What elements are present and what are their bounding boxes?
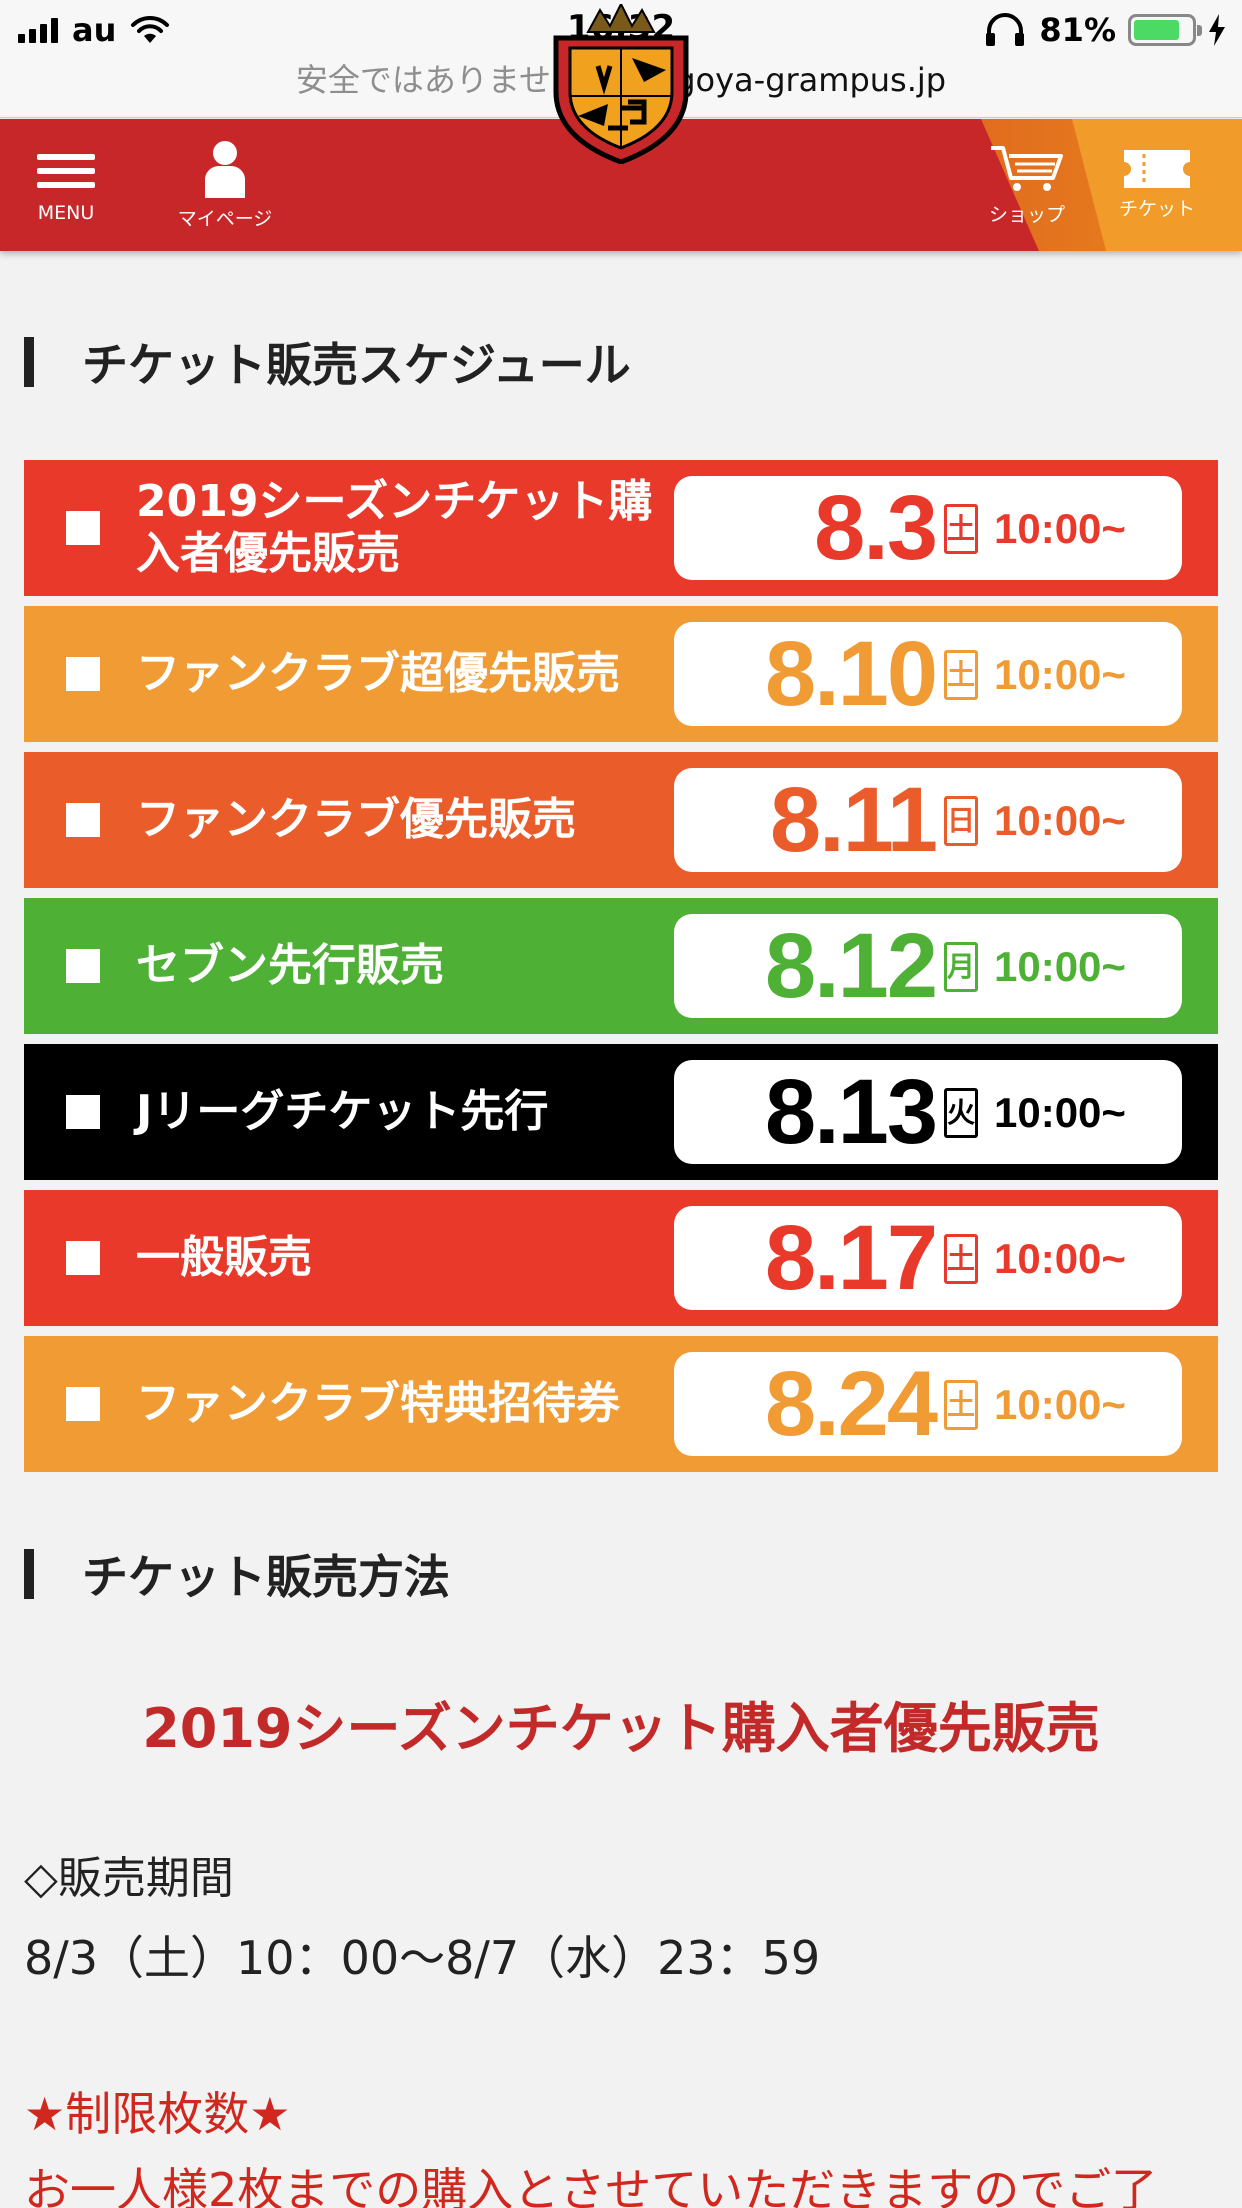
schedule-time: 10:00~ (994, 1235, 1126, 1282)
schedule-date-box: 8.17 土 10:00~ (674, 1206, 1182, 1310)
sales-period-value: 8/3（土）10：00～8/7（水）23：59 (24, 1931, 821, 1985)
ticket-button[interactable]: チケット (1082, 119, 1232, 251)
schedule-date-box: 8.24 土 10:00~ (674, 1352, 1182, 1456)
method-heading-text: チケット販売方法 (82, 1550, 450, 1604)
schedule-label: ファンクラブ優先販売 (136, 794, 576, 845)
charging-bolt-icon (1209, 14, 1225, 46)
method-title: 2019シーズンチケット購入者優先販売 (142, 1697, 1100, 1760)
schedule-row[interactable]: ファンクラブ特典招待券 8.24 土 10:00~ (24, 1336, 1218, 1472)
schedule-day-of-week: 土 (944, 650, 978, 700)
schedule-date-box: 8.13 火 10:00~ (674, 1060, 1182, 1164)
schedule-label: ファンクラブ超優先販売 (136, 648, 620, 699)
bullet-square (66, 657, 100, 691)
shop-label: ショップ (988, 203, 1065, 226)
battery-level (1134, 20, 1180, 40)
schedule-time: 10:00~ (994, 797, 1126, 844)
schedule-row[interactable]: 一般販売 8.17 土 10:00~ (24, 1190, 1218, 1326)
schedule-time: 10:00~ (994, 505, 1126, 552)
schedule-date-box: 8.3 土 10:00~ (674, 476, 1182, 580)
bullet-square (66, 803, 100, 837)
schedule-label: Jリーグチケット先行 (136, 1086, 549, 1137)
bullet-square (66, 1095, 100, 1129)
schedule-date: 8.13 (764, 1061, 938, 1163)
schedule-date: 8.3 (814, 477, 938, 579)
schedule-row[interactable]: セブン先行販売 8.12 月 10:00~ (24, 898, 1218, 1034)
schedule-row[interactable]: 2019シーズンチケット購入者優先販売 8.3 土 10:00~ (24, 460, 1218, 596)
schedule-row[interactable]: Jリーグチケット先行 8.13 火 10:00~ (24, 1044, 1218, 1180)
schedule-date: 8.12 (764, 915, 938, 1017)
schedule-date: 8.24 (764, 1353, 938, 1455)
schedule-day-of-week: 土 (944, 1234, 978, 1284)
schedule-day-of-week: 月 (944, 942, 978, 992)
schedule-date-box: 8.12 月 10:00~ (674, 914, 1182, 1018)
schedule-label: 2019シーズンチケット購入者優先販売 (136, 476, 653, 579)
schedule-date: 8.10 (764, 623, 938, 725)
schedule-day-of-week: 日 (944, 796, 978, 846)
schedule-date-box: 8.11 日 10:00~ (674, 768, 1182, 872)
bullet-square (66, 1387, 100, 1421)
menu-label: MENU (37, 202, 95, 224)
heading-bar (24, 337, 34, 387)
wifi-icon (131, 15, 170, 43)
schedule-date: 8.17 (764, 1207, 938, 1309)
signal-icon (18, 17, 58, 43)
battery-percent: 81% (1039, 11, 1116, 49)
carrier-name: au (72, 11, 117, 49)
hamburger-icon (37, 146, 95, 196)
schedule-row[interactable]: ファンクラブ超優先販売 8.10 土 10:00~ (24, 606, 1218, 742)
schedule-label: ファンクラブ特典招待券 (136, 1378, 620, 1429)
schedule-row[interactable]: ファンクラブ優先販売 8.11 日 10:00~ (24, 752, 1218, 888)
ticket-icon (1124, 149, 1190, 188)
method-heading: チケット販売方法 (24, 1546, 450, 1604)
sales-period-label: ◇販売期間 (24, 1853, 234, 1904)
schedule-date-box: 8.10 土 10:00~ (674, 622, 1182, 726)
schedule-day-of-week: 火 (944, 1088, 978, 1138)
user-icon (205, 140, 245, 198)
limit-text: お一人様2枚までの購入とさせていただきますのでご了 (24, 2163, 1158, 2208)
heading-bar (24, 1549, 34, 1599)
schedule-heading-text: チケット販売スケジュール (82, 338, 631, 392)
shop-button[interactable]: ショップ (962, 119, 1092, 251)
schedule-date: 8.11 (770, 769, 938, 871)
bullet-square (66, 949, 100, 983)
headphones-icon (986, 13, 1025, 46)
schedule-list: 2019シーズンチケット購入者優先販売 8.3 土 10:00~ ファンクラブ超優先販売… (24, 460, 1218, 1482)
ticket-label: チケット (1118, 197, 1195, 220)
schedule-time: 10:00~ (994, 943, 1126, 990)
cart-icon (991, 145, 1063, 191)
bullet-square (66, 511, 100, 545)
schedule-day-of-week: 土 (944, 504, 978, 554)
schedule-time: 10:00~ (994, 651, 1126, 698)
schedule-label: セブン先行販売 (136, 940, 444, 991)
schedule-day-of-week: 土 (944, 1380, 978, 1430)
bullet-square (66, 1241, 100, 1275)
mypage-label: マイページ (177, 207, 273, 230)
menu-button[interactable]: MENU (20, 119, 112, 251)
schedule-time: 10:00~ (994, 1089, 1126, 1136)
schedule-label: 一般販売 (136, 1232, 312, 1283)
club-crest-logo[interactable] (548, 4, 694, 164)
mypage-button[interactable]: マイページ (160, 119, 290, 251)
schedule-heading: チケット販売スケジュール (24, 334, 631, 392)
schedule-time: 10:00~ (994, 1381, 1126, 1428)
battery-icon (1128, 14, 1202, 46)
limit-title: ★制限枚数★ (24, 2087, 291, 2141)
